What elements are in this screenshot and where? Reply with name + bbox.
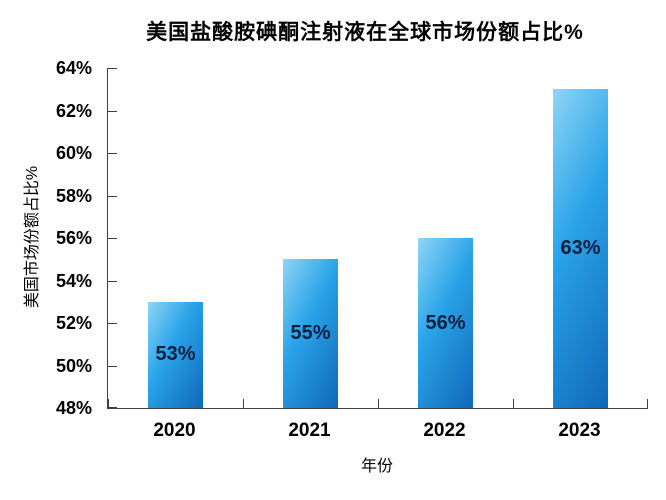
bar-label: 56% — [425, 311, 466, 334]
x-tick-mark — [243, 399, 244, 408]
y-tick-mark — [108, 365, 117, 367]
bar-2023: 63% — [553, 89, 608, 408]
bar-label: 53% — [155, 343, 196, 366]
y-tick-mark — [108, 407, 117, 408]
y-tick-label: 58% — [55, 185, 92, 206]
x-tick-mark — [647, 399, 648, 408]
bar-2020: 53% — [148, 301, 203, 408]
chart-title: 美国盐酸胺碘酮注射液在全球市场份额占比% — [146, 21, 584, 44]
y-tick-mark — [108, 153, 117, 154]
y-tick-label: 56% — [55, 228, 92, 248]
y-tick-label: 48% — [55, 398, 92, 418]
y-tick-mark — [108, 323, 117, 324]
x-tick-label: 2021 — [288, 420, 331, 441]
x-tick-label: 2022 — [423, 420, 466, 441]
plot-area: 53% 55% 56% 63% — [107, 68, 648, 409]
y-tick-label: 60% — [55, 143, 92, 163]
bar-2022: 56% — [418, 238, 473, 408]
x-tick-label: 2023 — [558, 420, 601, 441]
y-tick-label: 64% — [55, 58, 92, 78]
y-tick-label: 52% — [55, 313, 92, 333]
x-tick-mark — [513, 399, 514, 408]
y-tick-mark — [108, 238, 117, 239]
y-tick-mark — [108, 68, 117, 69]
x-tick-mark — [378, 399, 379, 408]
y-tick-mark — [108, 280, 117, 282]
bar-label: 55% — [290, 322, 331, 345]
x-tick-label: 2020 — [153, 420, 196, 441]
y-tick-label: 50% — [55, 355, 92, 376]
y-tick-label: 54% — [55, 270, 92, 291]
y-tick-mark — [108, 110, 117, 112]
y-tick-label: 62% — [55, 100, 92, 121]
y-tick-mark — [108, 195, 117, 197]
bar-label: 63% — [560, 237, 601, 260]
x-axis-title: 年份 — [360, 458, 393, 475]
x-tick-mark — [108, 399, 109, 408]
bar-2021: 55% — [283, 259, 338, 408]
